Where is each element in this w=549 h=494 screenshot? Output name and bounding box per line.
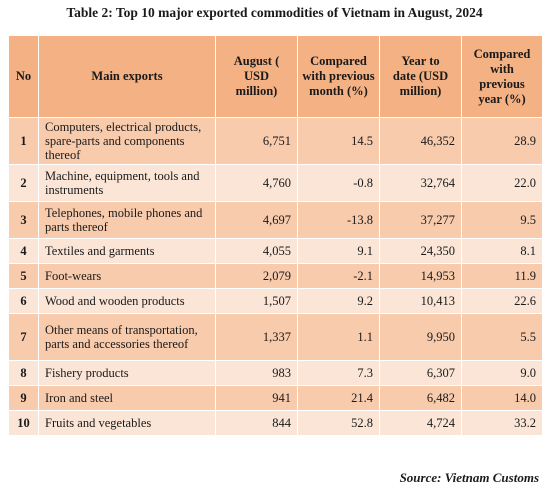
export-name: Machine, equipment, tools and instrument… xyxy=(38,164,216,202)
august-value: 1,337 xyxy=(215,313,298,361)
header-main-exports: Main exports xyxy=(38,35,216,118)
header-compared-prev-month: Compared with previous month (%) xyxy=(297,35,380,118)
ytd-value: 32,764 xyxy=(379,164,462,202)
export-name: Wood and wooden products xyxy=(38,288,216,314)
august-value: 4,697 xyxy=(215,201,298,239)
year-change: 22.0 xyxy=(461,164,543,202)
ytd-value: 6,307 xyxy=(379,360,462,386)
export-name: Computers, electrical products, spare-pa… xyxy=(38,117,216,165)
row-number: 7 xyxy=(8,313,39,361)
august-value: 983 xyxy=(215,360,298,386)
export-name: Other means of transportation, parts and… xyxy=(38,313,216,361)
table-row: 9 Iron and steel 941 21.4 6,482 14.0 xyxy=(8,385,543,411)
month-change: 9.1 xyxy=(297,238,380,264)
header-row: No Main exports August ( USD million) Co… xyxy=(8,35,543,118)
export-name: Foot-wears xyxy=(38,263,216,289)
row-number: 10 xyxy=(8,410,39,436)
year-change: 5.5 xyxy=(461,313,543,361)
row-number: 6 xyxy=(8,288,39,314)
source-note: Source: Vietnam Customs xyxy=(399,470,539,485)
ytd-value: 46,352 xyxy=(379,117,462,165)
table-row: 10 Fruits and vegetables 844 52.8 4,724 … xyxy=(8,410,543,436)
month-change: 1.1 xyxy=(297,313,380,361)
august-value: 6,751 xyxy=(215,117,298,165)
ytd-value: 9,950 xyxy=(379,313,462,361)
table-title: Table 2: Top 10 major exported commoditi… xyxy=(66,5,483,20)
ytd-value: 4,724 xyxy=(379,410,462,436)
august-value: 4,055 xyxy=(215,238,298,264)
month-change: 52.8 xyxy=(297,410,380,436)
year-change: 9.5 xyxy=(461,201,543,239)
row-number: 1 xyxy=(8,117,39,165)
exports-table: No Main exports August ( USD million) Co… xyxy=(8,35,543,436)
month-change: 21.4 xyxy=(297,385,380,411)
month-change: -2.1 xyxy=(297,263,380,289)
august-value: 1,507 xyxy=(215,288,298,314)
year-change: 28.9 xyxy=(461,117,543,165)
header-compared-prev-year: Compared with previous year (%) xyxy=(461,35,543,118)
header-august: August ( USD million) xyxy=(215,35,298,118)
table-row: 1 Computers, electrical products, spare-… xyxy=(8,117,543,165)
year-change: 14.0 xyxy=(461,385,543,411)
export-name: Telephones, mobile phones and parts ther… xyxy=(38,201,216,239)
export-name: Iron and steel xyxy=(38,385,216,411)
row-number: 5 xyxy=(8,263,39,289)
export-name: Fruits and vegetables xyxy=(38,410,216,436)
august-value: 941 xyxy=(215,385,298,411)
export-name: Textiles and garments xyxy=(38,238,216,264)
table-row: 3 Telephones, mobile phones and parts th… xyxy=(8,201,543,239)
august-value: 4,760 xyxy=(215,164,298,202)
row-number: 8 xyxy=(8,360,39,386)
month-change: -13.8 xyxy=(297,201,380,239)
year-change: 22.6 xyxy=(461,288,543,314)
table-row: 6 Wood and wooden products 1,507 9.2 10,… xyxy=(8,288,543,314)
ytd-value: 6,482 xyxy=(379,385,462,411)
table-row: 8 Fishery products 983 7.3 6,307 9.0 xyxy=(8,360,543,386)
year-change: 33.2 xyxy=(461,410,543,436)
ytd-value: 24,350 xyxy=(379,238,462,264)
ytd-value: 14,953 xyxy=(379,263,462,289)
month-change: 7.3 xyxy=(297,360,380,386)
year-change: 11.9 xyxy=(461,263,543,289)
row-number: 9 xyxy=(8,385,39,411)
august-value: 844 xyxy=(215,410,298,436)
month-change: 14.5 xyxy=(297,117,380,165)
row-number: 4 xyxy=(8,238,39,264)
table-row: 2 Machine, equipment, tools and instrume… xyxy=(8,164,543,202)
ytd-value: 37,277 xyxy=(379,201,462,239)
year-change: 9.0 xyxy=(461,360,543,386)
table-row: 7 Other means of transportation, parts a… xyxy=(8,313,543,361)
row-number: 2 xyxy=(8,164,39,202)
august-value: 2,079 xyxy=(215,263,298,289)
ytd-value: 10,413 xyxy=(379,288,462,314)
year-change: 8.1 xyxy=(461,238,543,264)
export-name: Fishery products xyxy=(38,360,216,386)
month-change: -0.8 xyxy=(297,164,380,202)
month-change: 9.2 xyxy=(297,288,380,314)
header-year-to-date: Year to date (USD million) xyxy=(379,35,462,118)
row-number: 3 xyxy=(8,201,39,239)
table-row: 5 Foot-wears 2,079 -2.1 14,953 11.9 xyxy=(8,263,543,289)
header-no: No xyxy=(8,35,39,118)
table-row: 4 Textiles and garments 4,055 9.1 24,350… xyxy=(8,238,543,264)
